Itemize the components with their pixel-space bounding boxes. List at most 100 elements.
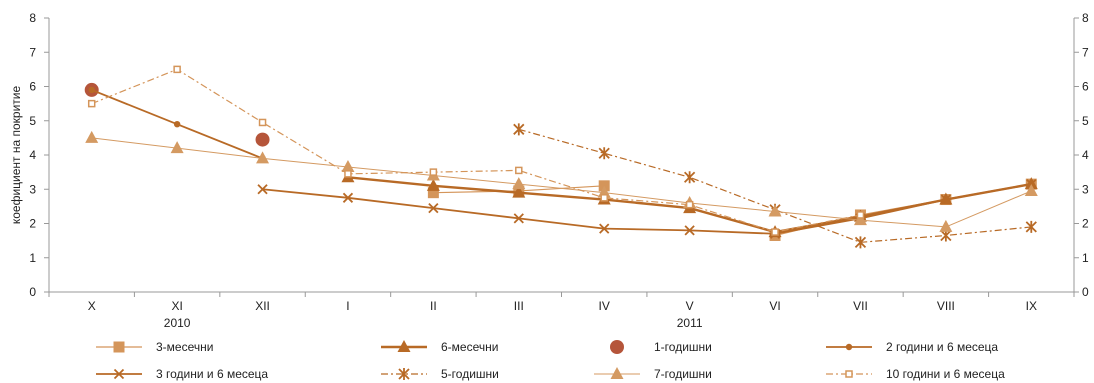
legend-item: 2 години и 6 месеца	[826, 340, 998, 354]
data-point	[598, 147, 610, 160]
data-point	[170, 141, 184, 154]
y-tick-label-left: 1	[29, 251, 36, 265]
data-point	[940, 194, 952, 205]
y-tick-label-left: 7	[29, 45, 36, 59]
data-point	[768, 204, 782, 217]
x-tick-label: IV	[599, 299, 610, 313]
legend-marker	[398, 368, 410, 380]
data-point	[600, 194, 608, 202]
x-tick-label: VII	[853, 299, 868, 313]
legend-item: 10 години и 6 месеца	[826, 367, 1005, 381]
y-tick-label-left: 6	[29, 80, 36, 94]
x-year-label: 2011	[677, 316, 703, 330]
y-tick-label-right: 6	[1082, 80, 1089, 94]
legend-label: 1-годишни	[654, 340, 712, 354]
data-point	[88, 86, 95, 94]
data-point	[515, 166, 523, 175]
series-line	[91, 137, 1032, 228]
data-point	[853, 213, 867, 226]
legend-marker	[113, 341, 125, 353]
data-point	[344, 170, 352, 178]
data-point	[173, 120, 181, 128]
legend: 3-месечни 6-месечни 1-годишни 2 години и 6 …	[96, 340, 1005, 381]
data-point	[599, 223, 610, 234]
data-point	[341, 159, 355, 172]
series-5	[257, 178, 1037, 239]
x-tick-label: V	[686, 299, 694, 313]
data-point	[1024, 183, 1038, 196]
data-point	[683, 171, 696, 184]
x-tick-label: X	[88, 299, 96, 313]
y-tick-label-right: 5	[1082, 114, 1089, 128]
legend-label: 10 години и 6 месеца	[886, 367, 1005, 381]
legend-item: 7-годишни	[594, 367, 712, 381]
y-tick-label-right: 2	[1082, 217, 1089, 231]
y-tick-label-left: 5	[29, 114, 36, 128]
series-line	[262, 183, 1032, 235]
legend-item: 3 години и 6 месеца	[96, 367, 268, 381]
data-point	[429, 168, 438, 176]
y-tick-label-left: 8	[29, 11, 36, 25]
x-tick-label: XII	[255, 299, 270, 313]
y-tick-label-right: 8	[1082, 11, 1089, 25]
legend-marker	[610, 367, 624, 379]
data-point	[513, 123, 525, 136]
data-point	[854, 236, 867, 249]
data-point	[173, 65, 181, 74]
y-tick-label-right: 4	[1082, 148, 1089, 162]
x-year-label: 2010	[164, 316, 191, 330]
x-tick-label: I	[346, 299, 349, 313]
legend-item: 5-годишни	[381, 367, 499, 381]
y-tick-label-left: 0	[29, 285, 36, 299]
axes: 0 0 1 1 2 2 3 3 4 4 5 5 6 6 7 7 8 8 коефициент на покритие…	[9, 11, 1089, 330]
legend-label: 5-годишни	[441, 367, 499, 381]
data-point	[685, 200, 694, 209]
legend-label: 3-месечни	[156, 340, 213, 354]
legend-marker	[845, 343, 853, 351]
data-point	[256, 151, 270, 164]
data-point	[87, 99, 96, 108]
data-point	[85, 130, 99, 143]
x-tick-label: XI	[171, 299, 182, 313]
data-point	[427, 187, 439, 199]
y-tick-label-right: 3	[1082, 182, 1089, 196]
series-3	[84, 82, 270, 147]
data-point	[512, 177, 526, 190]
series-layer	[84, 65, 1038, 249]
x-tick-label: III	[514, 299, 524, 313]
legend-item: 6-месечни	[381, 340, 498, 354]
legend-label: 2 години и 6 месеца	[886, 340, 998, 354]
data-point	[258, 118, 267, 127]
y-axis-title: коефициент на покритие	[9, 86, 23, 225]
legend-label: 3 години и 6 месеца	[156, 367, 268, 381]
x-tick-label: II	[430, 299, 437, 313]
data-point	[255, 132, 270, 147]
x-tick-label: VIII	[937, 299, 955, 313]
y-tick-label-right: 7	[1082, 45, 1089, 59]
data-point	[512, 185, 526, 198]
y-tick-label-left: 2	[29, 217, 36, 231]
data-point	[684, 225, 695, 236]
data-point	[1025, 220, 1037, 233]
series-8	[87, 65, 865, 236]
legend-marker	[845, 370, 853, 378]
data-point	[513, 213, 524, 224]
data-point	[342, 192, 354, 203]
legend-item: 1-годишни	[610, 340, 712, 354]
series-7	[85, 130, 1038, 232]
legend-marker	[397, 340, 411, 352]
data-point	[428, 202, 439, 214]
data-point	[856, 211, 865, 219]
legend-label: 7-годишни	[654, 367, 712, 381]
data-point	[939, 219, 953, 232]
legend-label: 6-месечни	[441, 340, 498, 354]
data-point	[426, 178, 440, 191]
y-tick-label-right: 0	[1082, 285, 1089, 299]
x-tick-label: VI	[769, 299, 780, 313]
legend-item: 3-месечни	[96, 340, 213, 354]
y-tick-label-left: 4	[29, 148, 36, 162]
y-tick-label-left: 3	[29, 182, 36, 196]
series-line	[91, 68, 861, 233]
data-point	[257, 184, 268, 195]
